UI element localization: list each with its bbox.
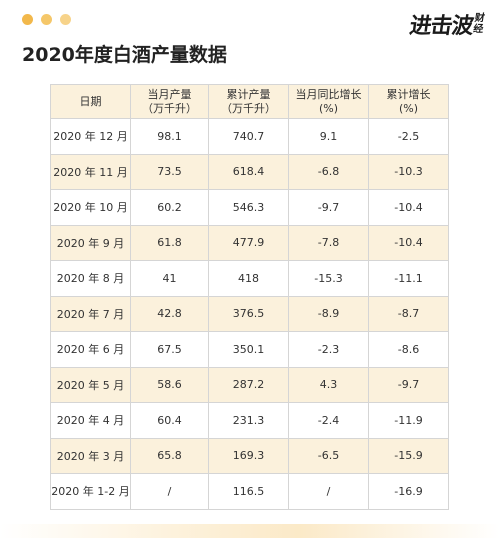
cell-date: 2020 年 9 月: [50, 224, 131, 261]
cell-cumulative-output: 376.5: [208, 295, 289, 332]
logo-sub-text: 财 经: [472, 13, 485, 35]
cell-date: 2020 年 11 月: [50, 153, 131, 190]
cell-cumulative-output: 231.3: [208, 402, 289, 439]
cell-date: 2020 年 12 月: [50, 118, 131, 155]
table-row: 2020 年 12 月 98.1 740.7 9.1 -2.5: [50, 118, 449, 155]
cell-monthly-yoy-growth: -6.8: [288, 153, 369, 190]
cell-monthly-output: 98.1: [130, 118, 209, 155]
cell-monthly-output: 65.8: [130, 437, 209, 474]
header-cumulative-growth-label: 累计增长: [386, 87, 431, 101]
cell-monthly-yoy-growth: -9.7: [288, 189, 369, 226]
header-monthly-yoy-growth-label: 当月同比增长: [295, 87, 362, 101]
cell-monthly-output: 67.5: [130, 331, 209, 368]
header-date: 日期: [50, 84, 131, 119]
cell-cumulative-growth: -8.6: [368, 331, 449, 368]
cell-cumulative-growth: -2.5: [368, 118, 449, 155]
cell-cumulative-growth: -11.9: [368, 402, 449, 439]
window-dots: [22, 14, 71, 25]
table-row: 2020 年 11 月 73.5 618.4 -6.8 -10.3: [50, 153, 449, 190]
cell-cumulative-output: 477.9: [208, 224, 289, 261]
table-row: 2020 年 8 月 41 418 -15.3 -11.1: [50, 260, 449, 297]
cell-monthly-output: /: [130, 473, 209, 510]
header-monthly-yoy-growth-unit: (%): [318, 101, 339, 115]
logo-main-text: 进击波: [407, 14, 475, 39]
cell-cumulative-output: 169.3: [208, 437, 289, 474]
bottom-decoration: [0, 524, 500, 538]
page-title: 2020年度白酒产量数据: [22, 44, 227, 66]
cell-date: 2020 年 8 月: [50, 260, 131, 297]
cell-date: 2020 年 1-2 月: [50, 473, 131, 510]
header-cumulative-growth: 累计增长 (%): [368, 84, 449, 119]
logo-sub-char-1: 财: [474, 13, 486, 24]
table-row: 2020 年 9 月 61.8 477.9 -7.8 -10.4: [50, 224, 449, 261]
cell-cumulative-output: 350.1: [208, 331, 289, 368]
table-row: 2020 年 1-2 月 / 116.5 / -16.9: [50, 473, 449, 510]
dot-1: [22, 14, 33, 25]
cell-cumulative-growth: -11.1: [368, 260, 449, 297]
header-monthly-output-unit: （万千升）: [142, 101, 197, 115]
cell-cumulative-output: 618.4: [208, 153, 289, 190]
cell-monthly-yoy-growth: /: [288, 473, 369, 510]
cell-date: 2020 年 6 月: [50, 331, 131, 368]
cell-date: 2020 年 7 月: [50, 295, 131, 332]
table-row: 2020 年 5 月 58.6 287.2 4.3 -9.7: [50, 366, 449, 403]
cell-cumulative-growth: -10.4: [368, 224, 449, 261]
header-monthly-output: 当月产量 （万千升）: [130, 84, 209, 119]
production-table: 日期 当月产量 （万千升） 累计产量 （万千升） 当月同比增长 (%) 累计增长…: [50, 84, 449, 510]
cell-cumulative-output: 418: [208, 260, 289, 297]
cell-date: 2020 年 10 月: [50, 189, 131, 226]
cell-cumulative-growth: -9.7: [368, 366, 449, 403]
cell-monthly-output: 61.8: [130, 224, 209, 261]
header-cumulative-output-label: 累计产量: [226, 87, 271, 101]
table-row: 2020 年 7 月 42.8 376.5 -8.9 -8.7: [50, 295, 449, 332]
logo-sub-char-2: 经: [472, 24, 484, 35]
cell-monthly-output: 41: [130, 260, 209, 297]
cell-monthly-output: 60.4: [130, 402, 209, 439]
brand-logo: 进击波 财 经: [407, 8, 486, 40]
cell-monthly-output: 58.6: [130, 366, 209, 403]
cell-monthly-yoy-growth: -6.5: [288, 437, 369, 474]
cell-cumulative-growth: -15.9: [368, 437, 449, 474]
cell-monthly-yoy-growth: -8.9: [288, 295, 369, 332]
cell-monthly-yoy-growth: 9.1: [288, 118, 369, 155]
cell-cumulative-growth: -10.3: [368, 153, 449, 190]
cell-cumulative-output: 287.2: [208, 366, 289, 403]
cell-monthly-yoy-growth: -15.3: [288, 260, 369, 297]
table-row: 2020 年 3 月 65.8 169.3 -6.5 -15.9: [50, 437, 449, 474]
cell-monthly-output: 42.8: [130, 295, 209, 332]
dot-2: [41, 14, 52, 25]
header-cumulative-growth-unit: (%): [398, 101, 419, 115]
cell-cumulative-growth: -10.4: [368, 189, 449, 226]
cell-monthly-yoy-growth: -7.8: [288, 224, 369, 261]
cell-monthly-yoy-growth: 4.3: [288, 366, 369, 403]
cell-monthly-yoy-growth: -2.3: [288, 331, 369, 368]
cell-cumulative-output: 116.5: [208, 473, 289, 510]
table-row: 2020 年 4 月 60.4 231.3 -2.4 -11.9: [50, 402, 449, 439]
table-header-row: 日期 当月产量 （万千升） 累计产量 （万千升） 当月同比增长 (%) 累计增长…: [50, 84, 449, 119]
table-row: 2020 年 6 月 67.5 350.1 -2.3 -8.6: [50, 331, 449, 368]
cell-cumulative-output: 546.3: [208, 189, 289, 226]
cell-monthly-output: 73.5: [130, 153, 209, 190]
header-date-label: 日期: [79, 94, 102, 108]
header-cumulative-output: 累计产量 （万千升）: [208, 84, 289, 119]
cell-cumulative-output: 740.7: [208, 118, 289, 155]
cell-date: 2020 年 3 月: [50, 437, 131, 474]
cell-date: 2020 年 4 月: [50, 402, 131, 439]
cell-date: 2020 年 5 月: [50, 366, 131, 403]
dot-3: [60, 14, 71, 25]
header-monthly-output-label: 当月产量: [147, 87, 192, 101]
header-cumulative-output-unit: （万千升）: [221, 101, 276, 115]
cell-monthly-output: 60.2: [130, 189, 209, 226]
cell-cumulative-growth: -16.9: [368, 473, 449, 510]
cell-cumulative-growth: -8.7: [368, 295, 449, 332]
cell-monthly-yoy-growth: -2.4: [288, 402, 369, 439]
table-row: 2020 年 10 月 60.2 546.3 -9.7 -10.4: [50, 189, 449, 226]
header-monthly-yoy-growth: 当月同比增长 (%): [288, 84, 369, 119]
